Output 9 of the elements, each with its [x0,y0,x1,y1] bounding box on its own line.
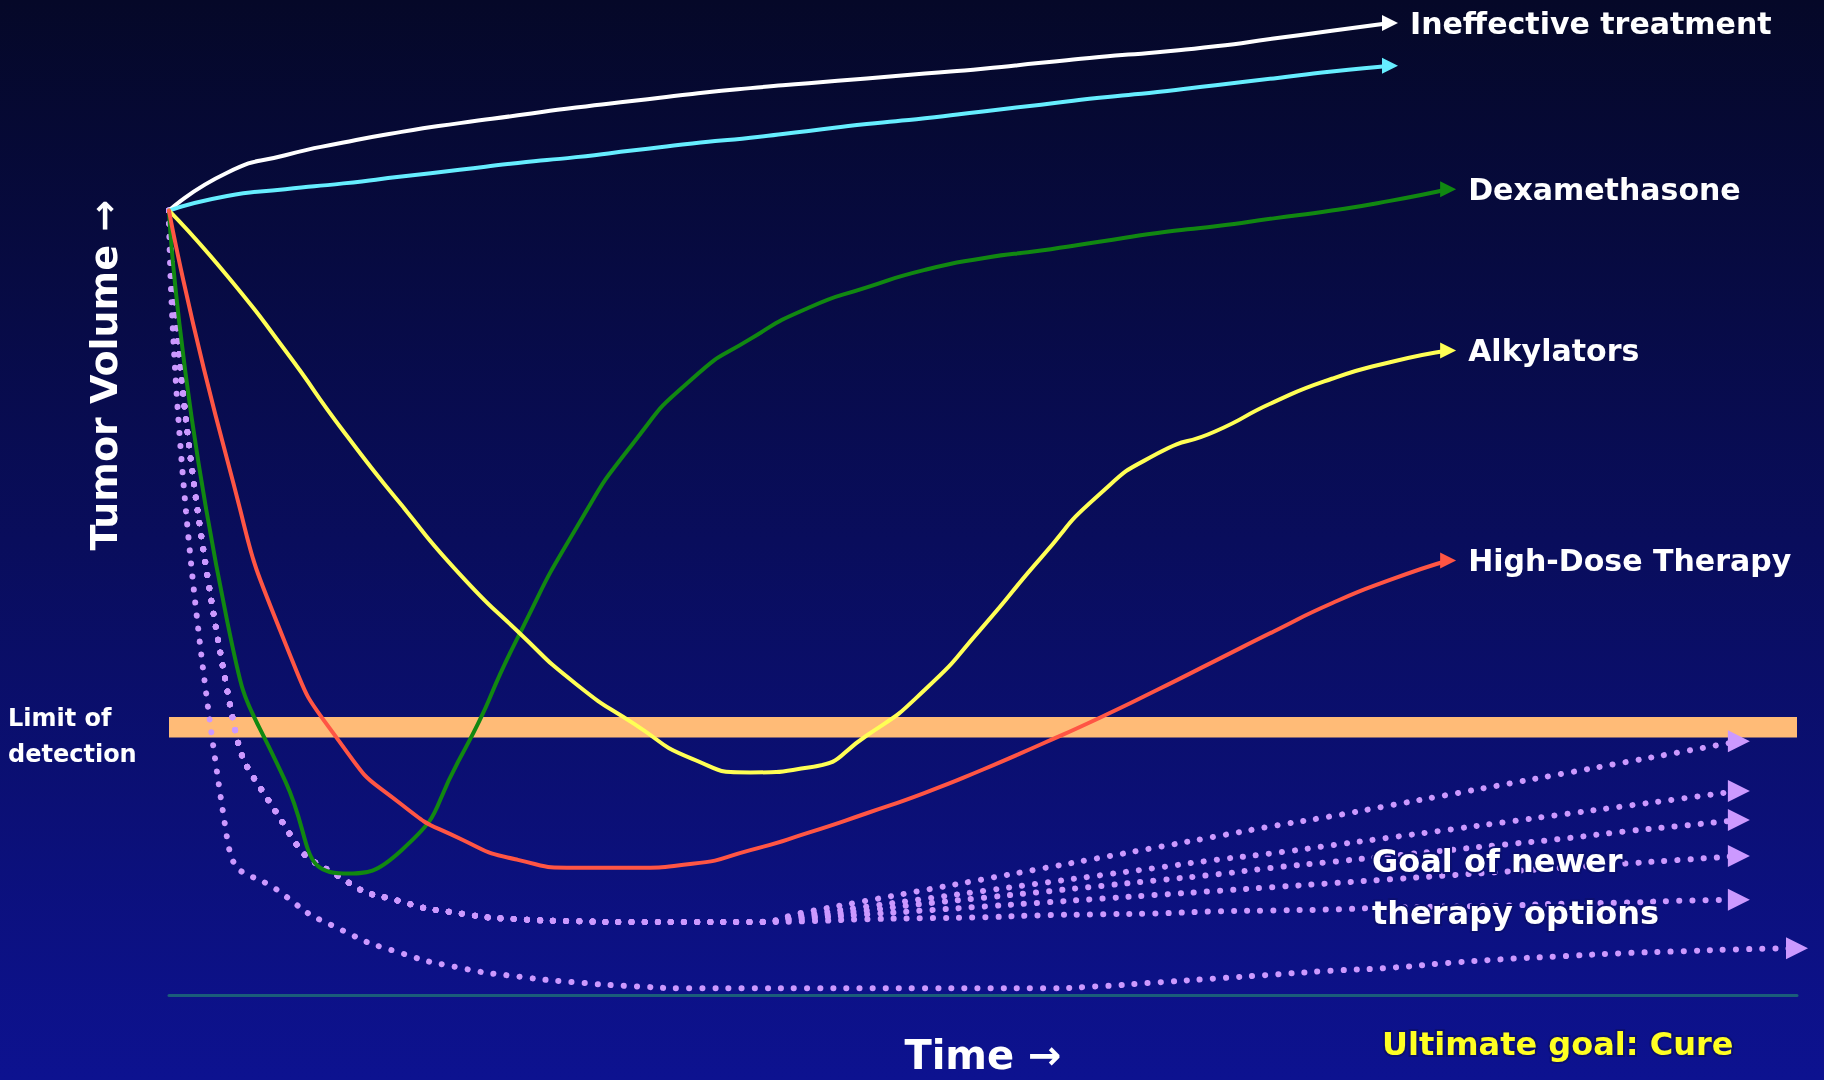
x-axis-title: Time → [904,1032,1062,1078]
series-label: High-Dose Therapy [1468,543,1792,579]
series-label: Alkylators [1468,333,1640,369]
y-axis-title: Tumor Volume → [82,199,126,551]
series-label: Ineffective treatment [1410,5,1772,41]
annotation: Goal of newer therapy options [1372,842,1660,932]
text: Ultimate goal: Cure [1382,1025,1734,1063]
band-label: Limit of detection [8,703,137,768]
series-label: Dexamethasone [1468,171,1741,207]
